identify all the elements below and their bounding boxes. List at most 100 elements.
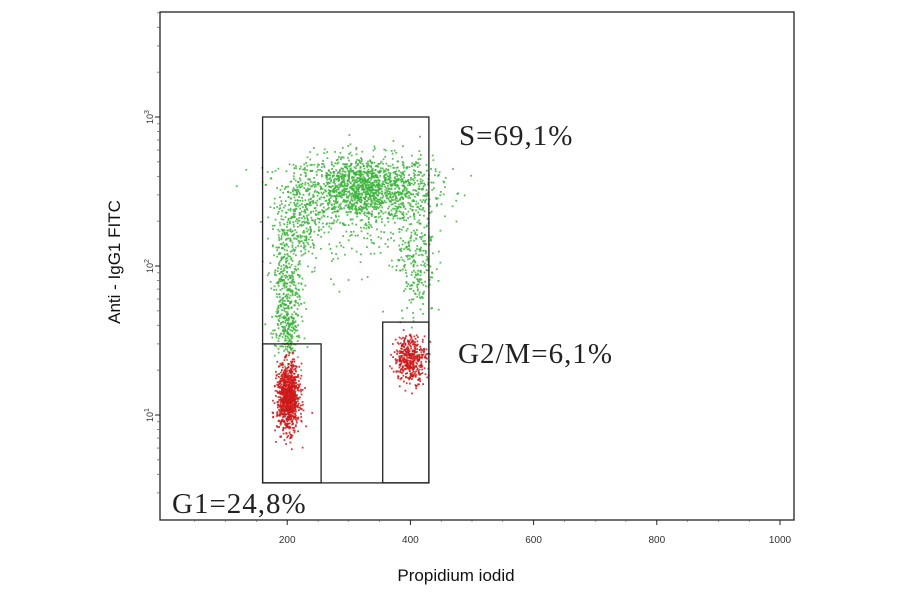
data-point	[290, 197, 292, 200]
data-point	[390, 353, 392, 356]
data-point	[287, 219, 290, 221]
data-point	[420, 366, 423, 368]
data-point	[366, 200, 369, 202]
data-point	[343, 185, 346, 187]
data-point	[389, 192, 391, 195]
data-point	[319, 185, 322, 188]
data-point	[304, 167, 306, 169]
data-point	[370, 166, 373, 169]
data-point	[348, 153, 351, 155]
data-point	[307, 182, 309, 185]
data-point	[455, 199, 458, 202]
data-point	[381, 193, 383, 195]
data-point	[295, 419, 298, 422]
data-point	[308, 184, 311, 187]
data-point	[362, 173, 365, 176]
data-point	[420, 271, 422, 274]
data-point	[286, 359, 289, 361]
data-point	[317, 228, 320, 231]
data-point	[309, 236, 312, 238]
data-point	[404, 192, 407, 195]
data-point	[328, 191, 331, 194]
data-point	[293, 383, 296, 386]
data-point	[408, 368, 410, 370]
data-point	[284, 382, 286, 384]
data-point	[292, 393, 295, 396]
data-point	[409, 184, 411, 186]
data-point	[332, 283, 335, 286]
data-point	[276, 391, 279, 394]
data-point	[294, 379, 296, 382]
data-point	[330, 203, 333, 206]
data-point	[312, 246, 315, 249]
data-point	[333, 174, 335, 177]
data-point	[313, 195, 315, 198]
data-point	[284, 384, 286, 387]
data-point	[274, 315, 277, 317]
data-point	[304, 181, 307, 184]
data-point	[406, 191, 409, 194]
data-point	[322, 202, 324, 205]
data-point	[422, 293, 425, 295]
data-point	[273, 354, 276, 357]
data-point	[414, 355, 417, 358]
data-point	[289, 347, 292, 349]
data-point	[328, 178, 331, 180]
data-point	[371, 201, 374, 204]
data-point	[408, 248, 410, 250]
data-point	[284, 367, 287, 370]
data-point	[336, 188, 338, 191]
data-point	[376, 170, 379, 173]
data-point	[270, 287, 273, 290]
data-point	[302, 215, 305, 218]
data-point	[343, 184, 346, 186]
data-point	[292, 280, 295, 283]
data-point	[364, 197, 366, 200]
data-point	[283, 331, 286, 334]
data-point	[287, 289, 290, 291]
data-point	[301, 197, 303, 199]
data-point	[399, 350, 402, 353]
data-point	[390, 367, 393, 370]
data-point	[412, 189, 415, 191]
data-point	[419, 135, 421, 138]
data-point	[400, 360, 403, 363]
data-point	[286, 416, 289, 419]
data-point	[317, 226, 320, 229]
data-point	[374, 196, 377, 199]
data-point	[329, 186, 332, 189]
data-point	[279, 423, 282, 426]
data-point	[281, 400, 284, 403]
data-point	[423, 242, 425, 245]
data-point	[297, 314, 299, 316]
data-point	[292, 193, 295, 196]
data-point	[309, 169, 312, 172]
data-point	[422, 194, 425, 197]
data-point	[276, 296, 279, 298]
data-point	[333, 208, 336, 210]
data-point	[407, 364, 410, 366]
data-point	[337, 191, 340, 194]
data-point	[289, 329, 292, 332]
data-point	[404, 354, 407, 357]
data-point	[292, 429, 295, 432]
data-point	[375, 203, 377, 205]
data-point	[388, 211, 390, 214]
data-point	[359, 212, 362, 215]
data-point	[392, 199, 395, 201]
data-point	[396, 179, 398, 181]
data-point	[400, 355, 402, 358]
data-point	[284, 380, 287, 383]
data-point	[326, 182, 329, 185]
data-point	[308, 238, 310, 241]
data-point	[404, 180, 407, 182]
data-point	[408, 194, 410, 197]
data-point	[285, 385, 287, 387]
data-point	[417, 206, 420, 208]
data-point	[342, 194, 345, 196]
data-point	[424, 373, 427, 376]
data-point	[403, 185, 405, 188]
data-point	[274, 170, 277, 172]
data-point	[377, 216, 380, 219]
data-point	[295, 424, 297, 427]
